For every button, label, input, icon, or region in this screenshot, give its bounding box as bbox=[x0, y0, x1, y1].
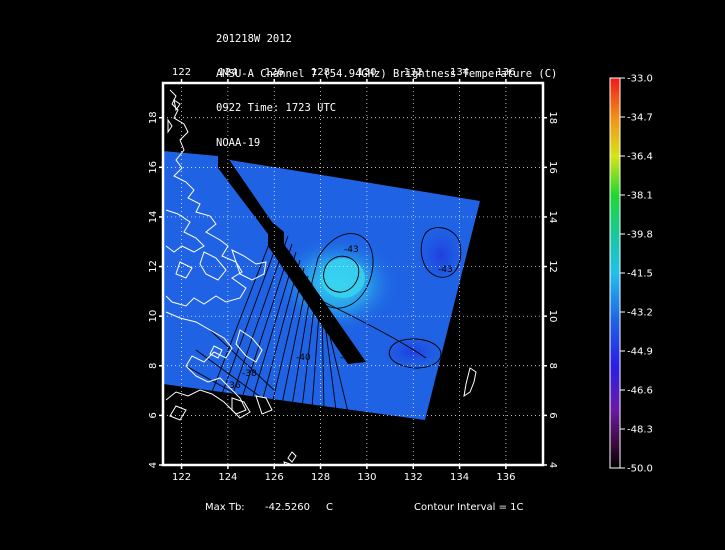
plot-frame bbox=[161, 81, 545, 467]
lon-tick-label-bottom: 124 bbox=[218, 472, 237, 483]
lon-tick-label-top: 132 bbox=[404, 67, 423, 78]
colorbar-label: -43.2 bbox=[627, 308, 653, 319]
contour-label: -40 bbox=[296, 353, 311, 363]
cold-patch-east bbox=[415, 225, 467, 285]
product-title: AMSU-A Channel 7 (54.94GHz) Brightness T… bbox=[216, 67, 558, 80]
contour-label: -36 bbox=[226, 381, 241, 391]
contour-label: -42 bbox=[340, 353, 355, 363]
satellite-name: NOAA-19 bbox=[216, 136, 261, 149]
colorbar-label: -33.0 bbox=[627, 74, 653, 85]
lon-tick-label-bottom: 134 bbox=[450, 472, 469, 483]
colorbar-label: -48.3 bbox=[627, 425, 653, 436]
lat-tick-label-left: 8 bbox=[148, 363, 159, 369]
contour-label: -43 bbox=[438, 265, 453, 275]
colorbar-label: -39.8 bbox=[627, 230, 653, 241]
colorbar-ticks bbox=[620, 77, 625, 469]
warm-core-inner bbox=[321, 258, 365, 298]
lat-tick-label-right: 10 bbox=[547, 310, 558, 323]
lon-tick-label-bottom: 128 bbox=[311, 472, 330, 483]
lon-tick-label-top: 124 bbox=[218, 67, 237, 78]
colorbar-label: -36.4 bbox=[627, 152, 653, 163]
lon-tick-label-top: 126 bbox=[265, 67, 284, 78]
contour-interval: Contour Interval = 1C bbox=[414, 502, 524, 513]
max-tb-value: -42.5260 bbox=[265, 502, 310, 513]
lat-tick-label-left: 10 bbox=[148, 310, 159, 323]
graticule bbox=[163, 83, 543, 465]
contour-label: -43 bbox=[344, 245, 359, 255]
lon-tick-label-top: 130 bbox=[357, 67, 376, 78]
lat-tick-label-left: 18 bbox=[148, 111, 159, 124]
lon-tick-label-top: 128 bbox=[311, 67, 330, 78]
max-tb-unit: C bbox=[326, 502, 333, 513]
max-tb-label: Max Tb: bbox=[205, 502, 245, 513]
lat-tick-label-right: 4 bbox=[547, 462, 558, 468]
colorbar-label: -44.9 bbox=[627, 347, 653, 358]
colorbar-label: -38.1 bbox=[627, 191, 653, 202]
colorbar-label: -46.6 bbox=[627, 386, 653, 397]
axis-ticks bbox=[159, 79, 547, 469]
colorbar-label: -41.5 bbox=[627, 269, 653, 280]
lon-tick-label-top: 134 bbox=[450, 67, 469, 78]
lat-tick-label-left: 6 bbox=[148, 412, 159, 418]
swath-gap bbox=[218, 156, 366, 364]
contour-lines bbox=[185, 225, 462, 413]
colorbar-label: -34.7 bbox=[627, 113, 653, 124]
coastlines bbox=[165, 89, 477, 465]
lat-tick-label-right: 12 bbox=[547, 260, 558, 273]
lat-tick-label-left: 16 bbox=[148, 161, 159, 174]
lon-tick-label-top: 122 bbox=[172, 67, 191, 78]
lon-tick-label-bottom: 136 bbox=[496, 472, 515, 483]
lon-tick-label-top: 136 bbox=[496, 67, 515, 78]
date-time: 0922 Time: 1723 UTC bbox=[216, 102, 337, 114]
contour-labels: -43 -43 -42 -40 -38 -36 bbox=[226, 245, 453, 391]
lat-tick-label-left: 12 bbox=[148, 260, 159, 273]
lat-tick-label-right: 18 bbox=[547, 111, 558, 124]
lat-tick-label-left: 4 bbox=[148, 462, 159, 468]
lon-tick-label-bottom: 126 bbox=[265, 472, 284, 483]
colorbar bbox=[609, 77, 621, 469]
lon-tick-label-bottom: 122 bbox=[172, 472, 191, 483]
lon-tick-label-bottom: 132 bbox=[404, 472, 423, 483]
lat-tick-label-right: 6 bbox=[547, 412, 558, 418]
colorbar-label: -50.0 bbox=[627, 464, 653, 475]
contour-label: -38 bbox=[242, 369, 257, 379]
lat-tick-label-left: 14 bbox=[148, 211, 159, 224]
lon-tick-label-bottom: 130 bbox=[357, 472, 376, 483]
storm-title: 201218W 2012 bbox=[216, 33, 292, 45]
plot-header: 201218W 2012 AMSU-A Channel 7 (54.94GHz)… bbox=[216, 11, 557, 161]
lat-tick-label-right: 14 bbox=[547, 211, 558, 224]
lat-tick-label-right: 8 bbox=[547, 363, 558, 369]
lat-tick-label-right: 16 bbox=[547, 161, 558, 174]
